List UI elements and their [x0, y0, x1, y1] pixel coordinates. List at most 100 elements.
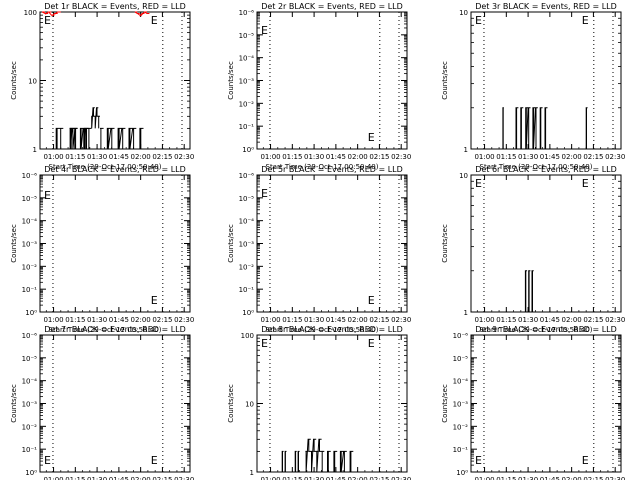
x-tick-label: 02:15	[152, 476, 172, 480]
y-tick-label: 10⁻³	[22, 401, 38, 409]
y-tick-label: 10⁰	[456, 469, 468, 477]
x-tick-label: 01:30	[304, 316, 324, 324]
event-marker-e: E	[151, 454, 158, 467]
y-tick-label: 1	[464, 146, 468, 154]
x-tick-label: 02:30	[391, 316, 411, 324]
y-axis-label: Counts/sec	[10, 61, 18, 100]
x-axis-label: Start Time (29-Oct-17 00:50:40)	[266, 163, 379, 171]
x-tick-label: 01:45	[540, 153, 560, 161]
y-tick-label: 10⁰	[242, 146, 254, 154]
events-series-line	[91, 107, 100, 129]
event-marker-e: E	[582, 454, 589, 467]
event-marker-e: E	[44, 189, 51, 202]
x-tick-label: 01:00	[260, 153, 280, 161]
y-tick-label: 10⁻²	[239, 100, 255, 108]
x-tick-label: 02:15	[152, 316, 172, 324]
event-marker-e: E	[261, 24, 268, 37]
y-tick-label: 10⁻¹	[239, 123, 255, 131]
x-tick-label: 01:15	[65, 316, 85, 324]
x-tick-label: 01:30	[518, 153, 538, 161]
y-tick-label: 1	[250, 469, 254, 477]
plot-title: Det 5r BLACK = Events, RED = LLD	[261, 165, 403, 174]
y-tick-label: 1	[33, 146, 37, 154]
x-tick-label: 01:00	[43, 476, 63, 480]
plot-frame	[256, 11, 408, 150]
plot-title: Det 4r BLACK = Events, RED = LLD	[44, 165, 186, 174]
y-tick-label: 10⁻⁶	[239, 9, 255, 17]
y-tick-label: 10⁻⁵	[22, 355, 38, 363]
plot-title: Det 3r BLACK = Events, RED = LLD	[475, 2, 617, 11]
x-tick-label: 02:00	[348, 153, 368, 161]
events-series-line	[305, 438, 325, 473]
y-tick-label: 10⁻¹	[22, 286, 38, 294]
x-tick-label: 01:00	[260, 316, 280, 324]
x-tick-label: 01:30	[87, 153, 107, 161]
x-tick-label: 01:45	[109, 476, 129, 480]
x-tick-label: 02:15	[369, 316, 389, 324]
event-marker-e: E	[368, 337, 375, 350]
y-tick-label: 10⁻⁶	[239, 172, 255, 180]
events-series-line	[69, 127, 92, 150]
y-tick-label: 10⁻²	[22, 423, 38, 431]
x-tick-label: 01:30	[518, 476, 538, 480]
y-tick-label: 10⁻²	[453, 423, 469, 431]
x-tick-label: 02:30	[391, 476, 411, 480]
plot-panel-8: Det 8r BLACK = Events, RED = LLD 1 10 100 01…	[227, 325, 411, 480]
x-axis-label: Start Time (29-Oct-17 00:50:40)	[480, 163, 593, 171]
x-tick-label: 01:15	[65, 476, 85, 480]
x-tick-label: 02:30	[174, 153, 194, 161]
x-tick-label: 02:30	[605, 153, 625, 161]
x-tick-label: 02:00	[562, 476, 582, 480]
y-axis-label: Counts/sec	[10, 224, 18, 263]
y-tick-label: 10⁻⁴	[22, 378, 38, 386]
x-axis-label: Start Time (29-Oct-17 00:50:40)	[49, 163, 162, 171]
y-tick-label: 10⁻⁶	[453, 332, 469, 340]
y-axis-label: Counts/sec	[227, 384, 235, 423]
event-marker-e: E	[475, 454, 482, 467]
x-tick-label: 01:15	[65, 153, 85, 161]
event-marker-e: E	[582, 14, 589, 27]
x-tick-label: 02:00	[562, 153, 582, 161]
x-tick-label: 01:30	[304, 153, 324, 161]
plot-title: Det 8r BLACK = Events, RED = LLD	[261, 325, 403, 334]
y-tick-label: 10	[245, 401, 254, 409]
events-series-line	[293, 450, 301, 473]
y-tick-label: 1	[464, 309, 468, 317]
x-tick-label: 01:15	[496, 476, 516, 480]
y-tick-label: 10⁻⁵	[22, 195, 38, 203]
x-tick-label: 02:00	[131, 316, 151, 324]
y-tick-label: 10⁰	[242, 309, 254, 317]
y-tick-label: 10	[28, 78, 37, 86]
y-axis-label: Counts/sec	[441, 224, 449, 263]
x-tick-label: 02:30	[174, 316, 194, 324]
plot-frame	[39, 334, 191, 473]
x-tick-label: 01:00	[474, 153, 494, 161]
y-axis-label: Counts/sec	[10, 384, 18, 423]
y-tick-label: 10⁻²	[22, 263, 38, 271]
event-marker-e: E	[582, 177, 589, 190]
plot-title: Det 2r BLACK = Events, RED = LLD	[261, 2, 403, 11]
plot-frame	[470, 174, 622, 313]
y-axis-label: Counts/sec	[441, 61, 449, 100]
event-marker-e: E	[368, 294, 375, 307]
y-tick-label: 10⁻⁶	[22, 172, 38, 180]
x-tick-label: 01:45	[326, 316, 346, 324]
events-series-line	[523, 270, 536, 313]
plot-title: Det 7r BLACK = Events, RED = LLD	[44, 325, 186, 334]
plot-title: Det 1r BLACK = Events, RED = LLD	[44, 2, 186, 11]
x-axis-label: Start Time (29-Oct-17 00:50:40)	[480, 326, 593, 334]
x-tick-label: 02:30	[391, 153, 411, 161]
y-tick-label: 10⁻³	[453, 401, 469, 409]
event-marker-e: E	[261, 187, 268, 200]
plot-panel-4: Det 4r BLACK = Events, RED = LLD 10⁰ 10⁻¹ 1…	[10, 165, 194, 334]
plot-panel-7: Det 7r BLACK = Events, RED = LLD 10⁰ 10⁻¹ 1…	[10, 325, 194, 480]
x-tick-label: 02:15	[369, 476, 389, 480]
y-tick-label: 10⁻⁵	[239, 195, 255, 203]
events-series-line	[502, 107, 505, 150]
event-marker-e: E	[44, 454, 51, 467]
y-tick-label: 10⁻⁵	[453, 355, 469, 363]
x-tick-label: 01:15	[496, 153, 516, 161]
x-tick-label: 02:30	[605, 316, 625, 324]
x-axis-label: Start Time (29-Oct-17 00:50:40)	[266, 326, 379, 334]
